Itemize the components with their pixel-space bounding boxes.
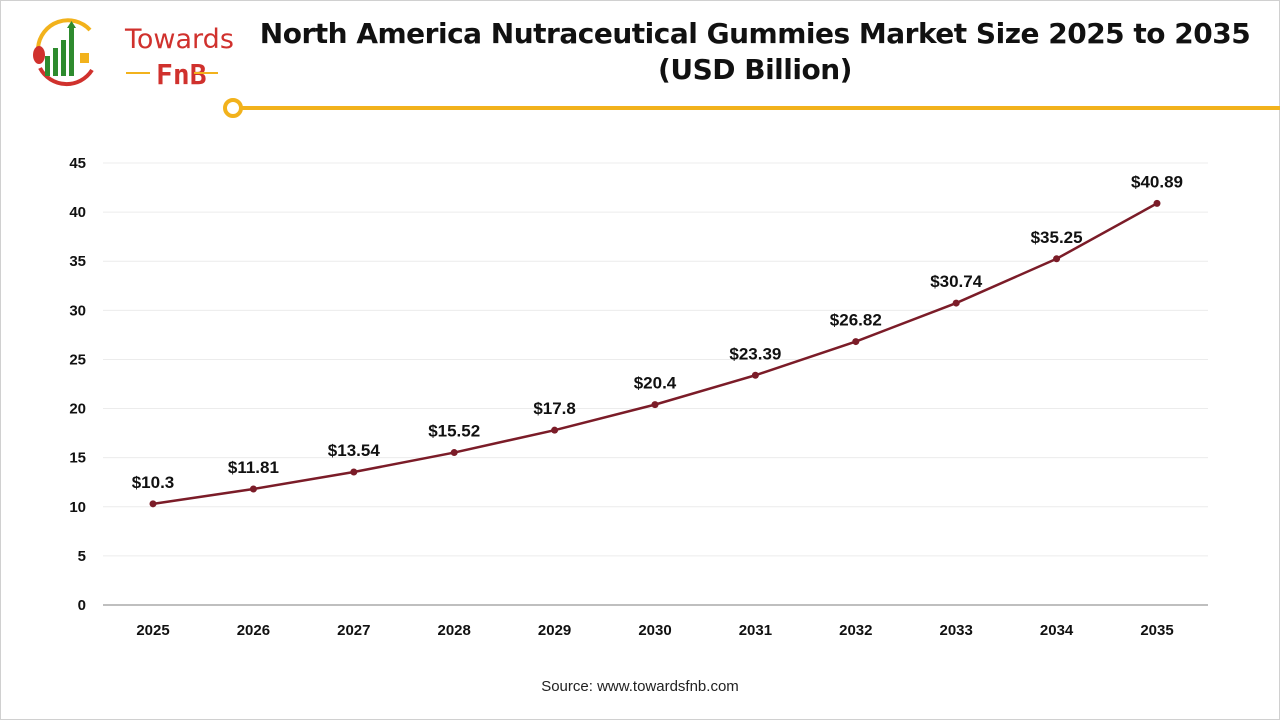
title-line-2: (USD Billion) xyxy=(658,53,852,86)
y-tick-label: 40 xyxy=(69,204,86,221)
y-tick-label: 45 xyxy=(69,155,86,172)
x-tick-label: 2030 xyxy=(638,622,671,639)
y-tick-label: 25 xyxy=(69,351,86,368)
data-point xyxy=(149,500,157,508)
x-tick-label: 2028 xyxy=(438,622,471,639)
x-tick-label: 2027 xyxy=(337,622,370,639)
x-tick-label: 2033 xyxy=(940,622,973,639)
data-point xyxy=(751,371,759,379)
data-label: $40.89 xyxy=(1131,172,1183,191)
towards-fnb-logo: Towards FnB xyxy=(28,18,234,91)
data-label: $11.81 xyxy=(228,458,279,477)
data-point xyxy=(450,449,458,457)
data-point xyxy=(852,338,860,346)
data-point xyxy=(952,299,960,307)
series-line xyxy=(152,202,1158,506)
source-note: Source: www.towardsfnb.com xyxy=(541,678,739,695)
x-tick-label: 2032 xyxy=(839,622,872,639)
data-label: $10.3 xyxy=(132,473,175,492)
logo-text-towards: Towards xyxy=(125,24,234,55)
y-tick-label: 5 xyxy=(78,548,86,565)
y-tick-label: 10 xyxy=(69,499,86,516)
data-label: $30.74 xyxy=(930,272,983,291)
data-label: $15.52 xyxy=(428,422,480,441)
data-label: $23.39 xyxy=(729,344,781,363)
y-tick-label: 20 xyxy=(69,401,86,418)
data-point xyxy=(249,485,257,493)
data-label: $13.54 xyxy=(328,441,381,460)
y-tick-label: 35 xyxy=(69,253,86,270)
y-tick-label: 30 xyxy=(69,302,86,319)
x-tick-label: 2031 xyxy=(739,622,772,639)
data-point xyxy=(551,426,559,434)
y-tick-label: 15 xyxy=(69,450,86,467)
data-point xyxy=(1153,199,1161,207)
data-label: $20.4 xyxy=(634,374,677,393)
title-line-1: North America Nutraceutical Gummies Mark… xyxy=(259,17,1251,50)
data-label: $26.82 xyxy=(830,311,882,330)
data-point xyxy=(350,468,358,476)
logo-text-fnb: FnB xyxy=(156,58,207,91)
y-tick-label: 0 xyxy=(78,597,86,614)
x-tick-label: 2029 xyxy=(538,622,571,639)
x-tick-label: 2025 xyxy=(136,622,169,639)
data-label: $35.25 xyxy=(1031,228,1083,247)
data-point xyxy=(1053,255,1061,263)
chart-title: North America Nutraceutical Gummies Mark… xyxy=(230,16,1280,88)
data-point xyxy=(651,401,659,409)
x-tick-label: 2026 xyxy=(237,622,270,639)
data-label: $17.8 xyxy=(533,399,576,418)
x-tick-label: 2034 xyxy=(1040,622,1074,639)
x-tick-label: 2035 xyxy=(1140,622,1173,639)
accent-circle xyxy=(223,98,243,118)
logo-icon xyxy=(33,18,94,87)
